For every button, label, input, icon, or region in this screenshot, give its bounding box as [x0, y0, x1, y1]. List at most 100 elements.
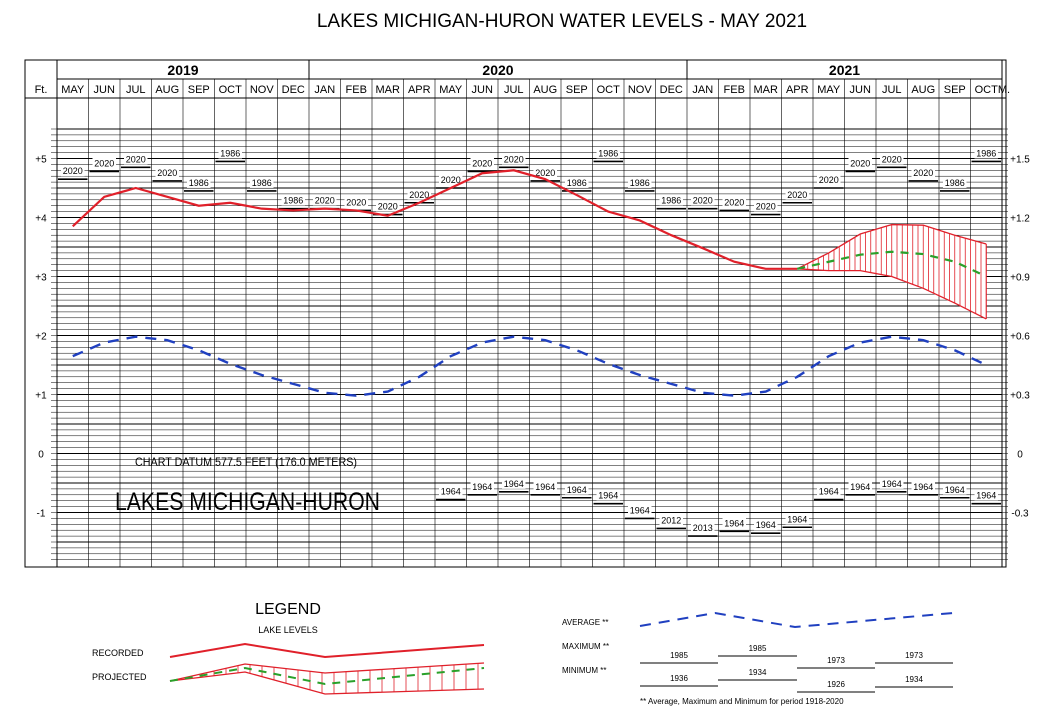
ft-tick-label: 0	[38, 450, 44, 461]
record-label-bg	[628, 176, 652, 188]
record-label-bg	[817, 485, 841, 497]
m-tick-label: +0.6	[1010, 332, 1030, 343]
recorded-level-line	[71, 169, 798, 270]
m-tick-label: +1.2	[1010, 214, 1030, 225]
legend-projected-min-line	[169, 671, 485, 695]
legend-maximum-label: MAXIMUM **	[562, 642, 609, 651]
record-label-bg	[218, 147, 242, 159]
legend-min-year: 1934	[749, 668, 767, 677]
month-label: APR	[408, 84, 431, 96]
month-label: FEB	[346, 84, 367, 96]
record-year-label: 2020	[441, 175, 461, 185]
month-label: MAY	[817, 84, 841, 96]
year-label: 2019	[167, 62, 198, 78]
month-label: DEC	[660, 84, 683, 96]
record-label-bg	[659, 514, 683, 526]
legend-average-label: AVERAGE **	[562, 618, 609, 627]
month-label: JUL	[126, 84, 146, 96]
record-label-bg	[376, 200, 400, 212]
record-label-bg	[250, 176, 274, 188]
unit-left-label: Ft.	[35, 84, 48, 96]
record-label-bg	[565, 483, 589, 495]
record-year-label: 1964	[976, 491, 996, 501]
record-label-bg	[722, 517, 746, 529]
ft-tick-label: -1	[37, 509, 46, 520]
month-label: JUN	[94, 84, 115, 96]
legend-subtitle: LAKE LEVELS	[258, 625, 318, 635]
record-year-label: 2020	[787, 190, 807, 200]
record-label-bg	[596, 147, 620, 159]
record-label-bg	[974, 147, 998, 159]
month-label: JAN	[314, 84, 335, 96]
record-year-label: 2020	[882, 154, 902, 164]
record-year-label: 1986	[661, 196, 681, 206]
projected-max-line	[796, 223, 987, 270]
legend-projected-label: PROJECTED	[92, 672, 147, 682]
month-label: JUL	[882, 84, 902, 96]
record-year-label: 1964	[787, 514, 807, 524]
month-label: MAR	[754, 84, 779, 96]
record-label-bg	[155, 166, 179, 178]
year-label: 2020	[482, 62, 513, 78]
record-label-bg	[754, 519, 778, 531]
record-year-label: 1986	[283, 196, 303, 206]
legend-minimum-label: MINIMUM **	[562, 666, 606, 675]
ft-tick-label: +4	[35, 214, 47, 225]
record-year-label: 1986	[252, 178, 272, 188]
month-label: SEP	[944, 84, 966, 96]
record-year-label: 1986	[220, 148, 240, 158]
legend-min-year: 1926	[827, 680, 845, 689]
month-label: AUG	[911, 84, 935, 96]
record-year-label: 2020	[157, 168, 177, 178]
month-label: JUN	[850, 84, 871, 96]
record-label-bg	[911, 166, 935, 178]
record-label-bg	[344, 196, 368, 208]
month-label: SEP	[188, 84, 210, 96]
record-label-bg	[722, 196, 746, 208]
record-label-bg	[628, 504, 652, 516]
record-label-bg	[943, 483, 967, 495]
ft-tick-label: +2	[35, 332, 47, 343]
record-year-label: 2020	[472, 158, 492, 168]
legend-min-year: 1936	[670, 674, 688, 683]
m-tick-label: +0.3	[1010, 391, 1030, 402]
record-label-bg	[439, 174, 463, 185]
record-label-bg	[533, 480, 557, 492]
month-label: JAN	[692, 84, 713, 96]
m-tick-label: -0.3	[1011, 509, 1029, 520]
record-year-label: 1964	[535, 482, 555, 492]
record-label-bg	[92, 157, 116, 169]
record-label-bg	[943, 176, 967, 188]
record-year-label: 2020	[378, 202, 398, 212]
month-label: OCT	[597, 84, 621, 96]
record-year-label: 2020	[126, 154, 146, 164]
month-label: NOV	[250, 84, 275, 96]
record-year-label: 1986	[189, 178, 209, 188]
month-label: FEB	[724, 84, 745, 96]
month-label: OCT	[975, 84, 999, 96]
legend-title: LEGEND	[255, 601, 321, 618]
record-year-label: 1964	[945, 485, 965, 495]
record-year-label: 2020	[850, 158, 870, 168]
m-tick-label: +1.5	[1010, 155, 1030, 166]
chart-frame	[24, 59, 1007, 568]
record-year-label: 2020	[535, 168, 555, 178]
record-year-label: 1964	[567, 485, 587, 495]
legend-projected-max-line	[169, 662, 485, 682]
record-year-label: 2020	[504, 154, 524, 164]
legend-max-year: 1985	[670, 651, 688, 660]
record-label-bg	[439, 485, 463, 497]
lake-name-label: LAKES MICHIGAN-HURON	[115, 488, 380, 516]
record-year-label: 1986	[598, 148, 618, 158]
record-label-bg	[313, 194, 337, 206]
record-year-label: 1964	[913, 482, 933, 492]
month-label: APR	[786, 84, 809, 96]
record-label-bg	[785, 513, 809, 525]
legend-recorded-label: RECORDED	[92, 648, 144, 658]
record-year-label: 1964	[630, 505, 650, 515]
month-label: OCT	[219, 84, 243, 96]
m-tick-label: +0.9	[1010, 273, 1030, 284]
projected-level-line	[797, 250, 987, 278]
record-year-label: 2020	[819, 175, 839, 185]
month-label: MAY	[439, 84, 463, 96]
